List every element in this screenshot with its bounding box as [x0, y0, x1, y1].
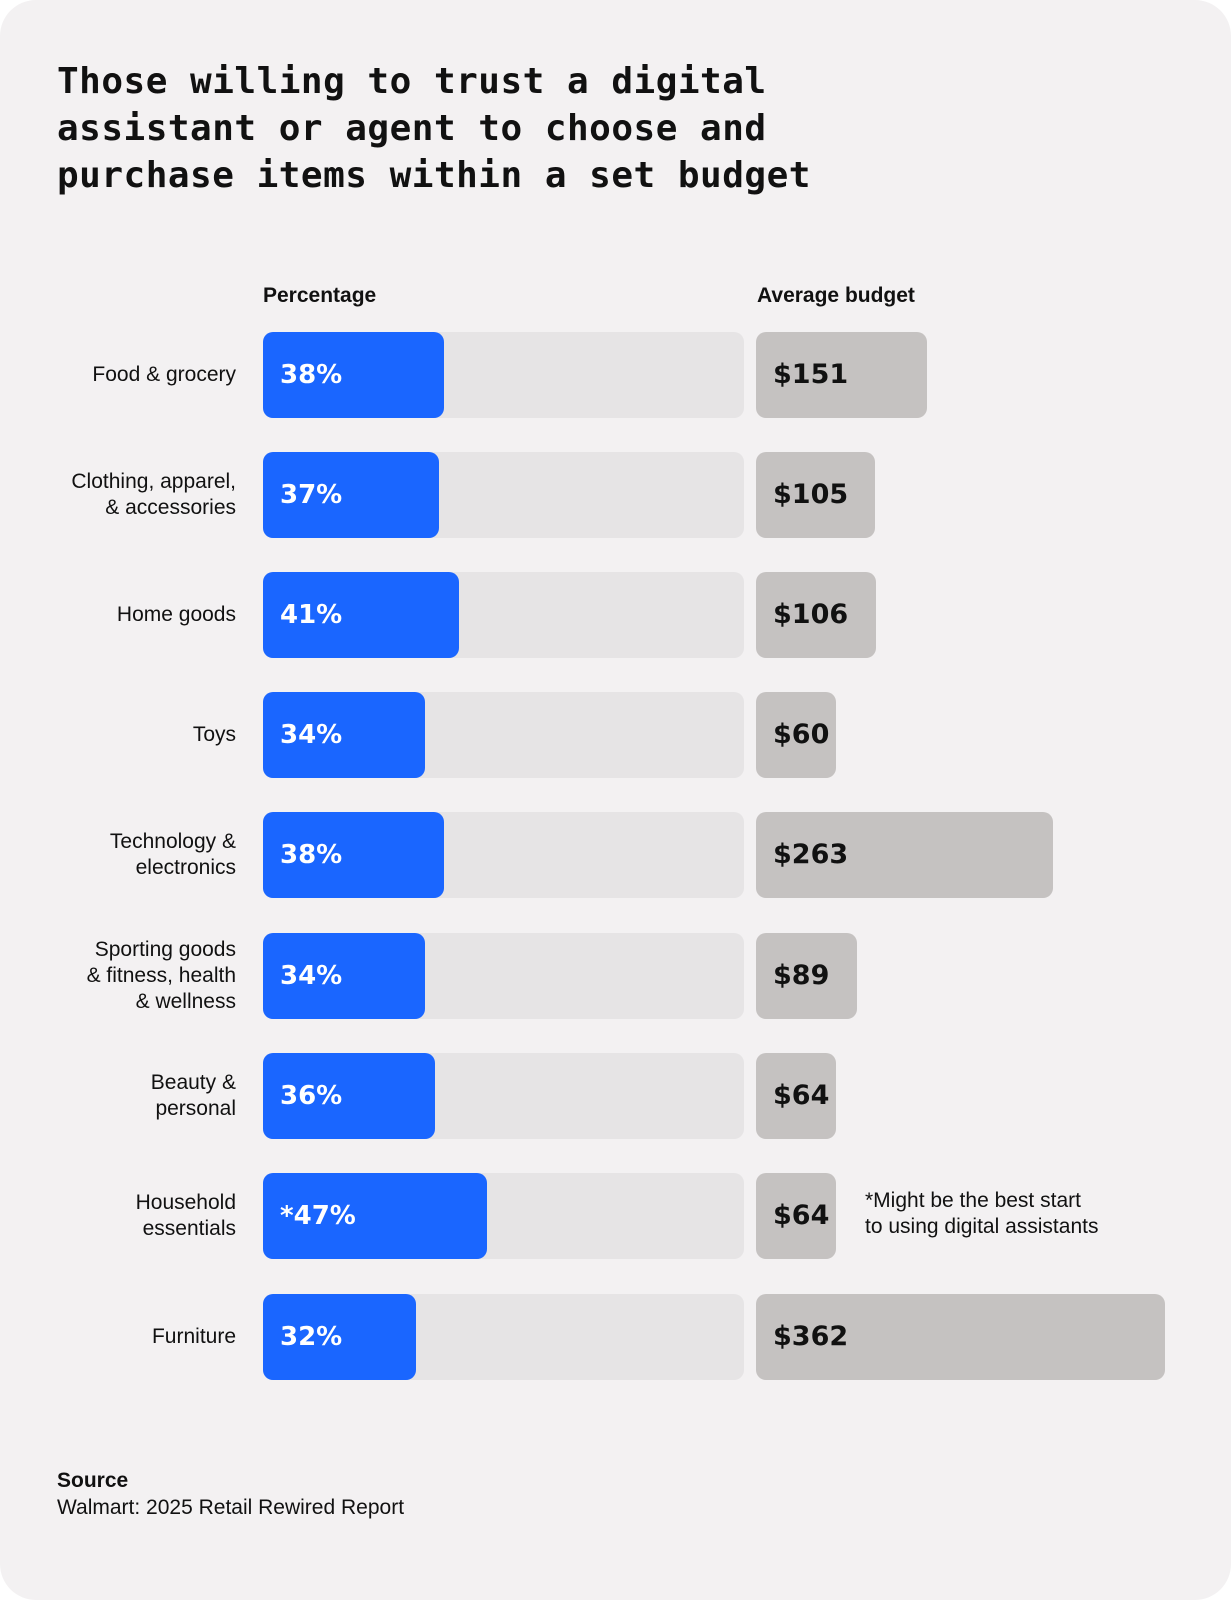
- category-label-line: Household: [135, 1191, 236, 1214]
- category-label-line: essentials: [142, 1217, 236, 1240]
- category-label-line: Toys: [192, 723, 236, 746]
- percentage-bar: [263, 1294, 416, 1380]
- budget-bar: [756, 812, 1054, 898]
- category-label-line: & fitness, health: [86, 964, 236, 987]
- percentage-bar: [263, 1053, 435, 1139]
- percentage-value-label: 34%: [280, 720, 343, 750]
- annotation-note: *Might be the best start to using digita…: [865, 1188, 1165, 1240]
- category-label: Beauty & personal: [20, 1070, 236, 1122]
- category-label-line: Technology &: [109, 830, 236, 853]
- budget-value-label: $105: [773, 479, 849, 510]
- category-label: Household essentials: [20, 1190, 236, 1242]
- budget-bar: [756, 933, 857, 1019]
- budget-bar: [756, 572, 876, 658]
- category-label: Technology & electronics: [20, 829, 236, 881]
- category-label-line: Clothing, apparel,: [71, 470, 236, 493]
- budget-bar: [756, 692, 836, 778]
- percentage-bar: [263, 452, 440, 538]
- category-label-line: & accessories: [105, 496, 236, 519]
- percentage-value-label: 41%: [280, 600, 343, 630]
- percentage-value-label: *47%: [280, 1201, 356, 1231]
- category-label-line: Sporting goods: [94, 938, 236, 961]
- category-label-line: Food & grocery: [92, 363, 236, 386]
- percentage-bar: [263, 933, 426, 1019]
- chart-title: Those willing to trust a digital assista…: [57, 61, 811, 196]
- percentage-bar: [263, 692, 426, 778]
- source-text: Walmart: 2025 Retail Rewired Report: [57, 1496, 405, 1519]
- percentage-value-label: 32%: [280, 1322, 343, 1352]
- percentage-value-label: 38%: [280, 360, 343, 390]
- percentage-value-label: 38%: [280, 840, 343, 870]
- percentage-value-label: 34%: [280, 961, 343, 991]
- budget-bar: [756, 452, 875, 538]
- category-label-line: personal: [155, 1097, 236, 1120]
- budget-bar: [756, 1294, 1166, 1380]
- budget-value-label: $263: [773, 839, 849, 870]
- category-label-line: Beauty &: [150, 1071, 236, 1094]
- budget-value-label: $64: [773, 1200, 830, 1231]
- budget-column-header: Average budget: [757, 284, 915, 307]
- source-heading: Source: [57, 1469, 129, 1492]
- budget-value-label: $106: [773, 599, 849, 630]
- budget-value-label: $362: [773, 1321, 849, 1352]
- budget-value-label: $151: [773, 359, 849, 390]
- category-label-line: Furniture: [151, 1325, 236, 1348]
- category-label: Sporting goods & fitness, health & wellnes…: [20, 937, 236, 1015]
- percentage-value-label: 37%: [280, 480, 343, 510]
- percentage-bar: [263, 572, 459, 658]
- percentage-value-label: 36%: [280, 1081, 343, 1111]
- budget-value-label: $89: [773, 960, 830, 991]
- budget-bar: [756, 1053, 836, 1139]
- percentage-bar: [263, 1173, 488, 1259]
- category-label: Home goods: [20, 602, 236, 628]
- category-label-line: electronics: [135, 856, 236, 879]
- budget-value-label: $64: [773, 1080, 830, 1111]
- annotation-line: to using digital assistants: [865, 1215, 1099, 1238]
- percentage-bar: [263, 332, 445, 418]
- category-label: Clothing, apparel, & accessories: [20, 469, 236, 521]
- category-label: Food & grocery: [20, 362, 236, 388]
- category-label: Furniture: [20, 1324, 236, 1350]
- budget-value-label: $60: [773, 719, 830, 750]
- budget-bar: [756, 332, 927, 418]
- category-label-line: Home goods: [116, 603, 236, 626]
- budget-bar: [756, 1173, 836, 1259]
- percentage-column-header: Percentage: [263, 284, 377, 307]
- annotation-line: *Might be the best start: [865, 1189, 1081, 1212]
- category-label-line: & wellness: [135, 990, 236, 1013]
- category-label: Toys: [20, 722, 236, 748]
- percentage-bar: [263, 812, 445, 898]
